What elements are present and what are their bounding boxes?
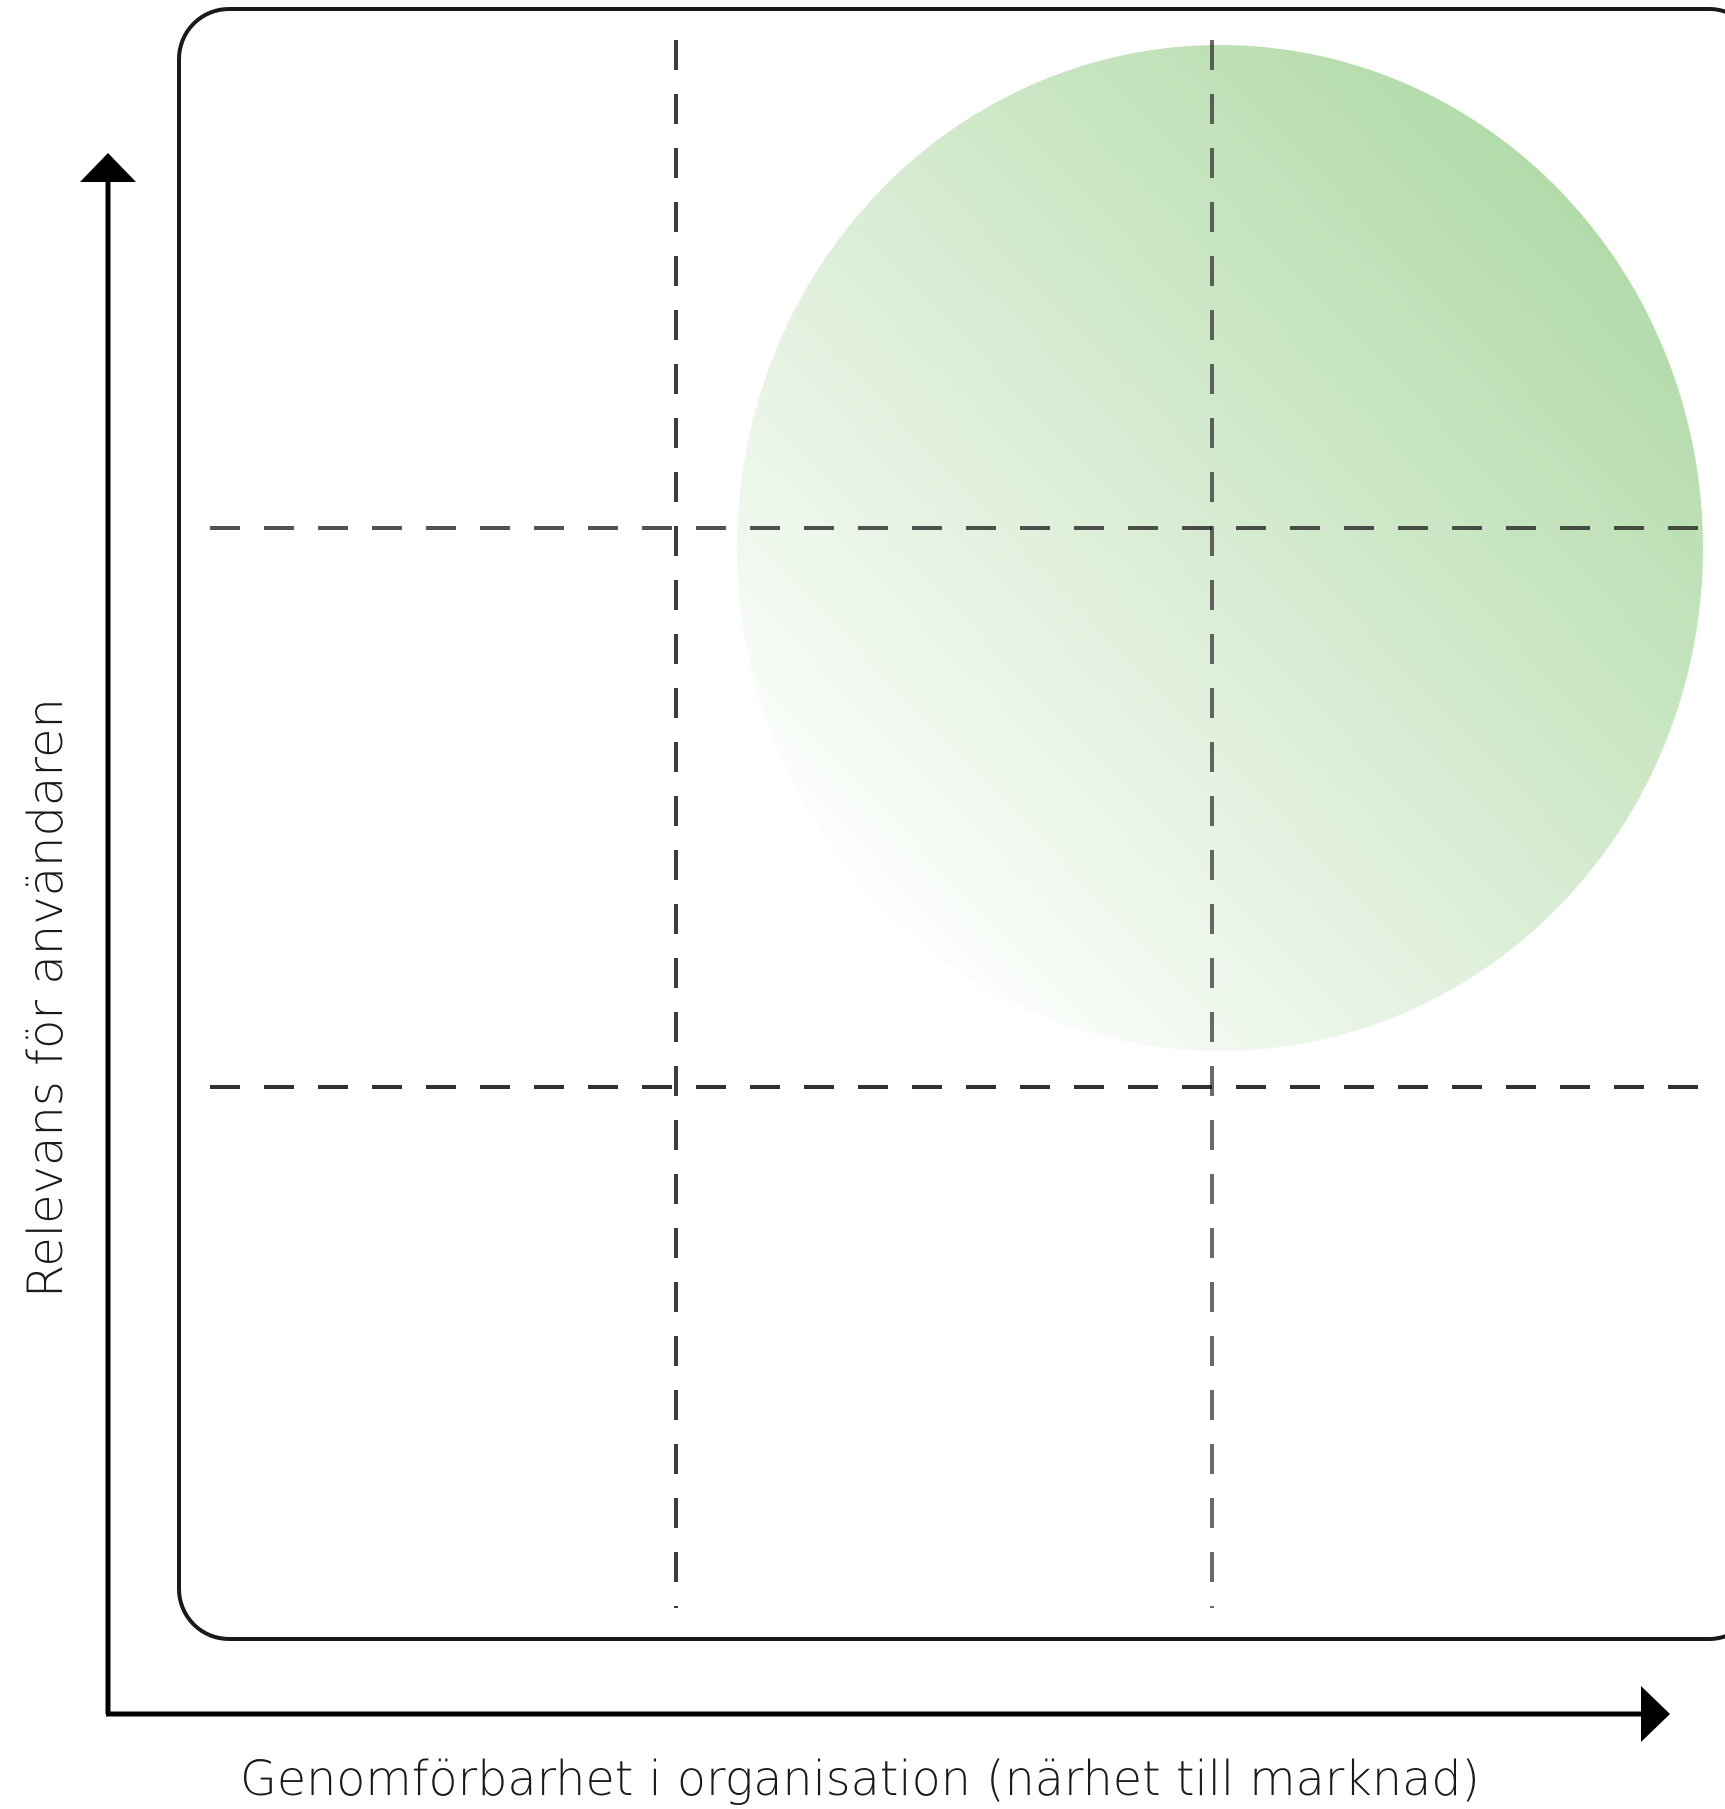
- highlight-circle: [737, 45, 1703, 1051]
- matrix-frame: [177, 7, 1725, 1641]
- y-axis-label: Relevans för användaren: [18, 698, 74, 1298]
- y-axis-arrow-icon: [80, 153, 136, 182]
- x-axis-arrow-icon: [1641, 1686, 1670, 1742]
- x-axis-label: Genomförbarhet i organisation (närhet ti…: [240, 1751, 1480, 1807]
